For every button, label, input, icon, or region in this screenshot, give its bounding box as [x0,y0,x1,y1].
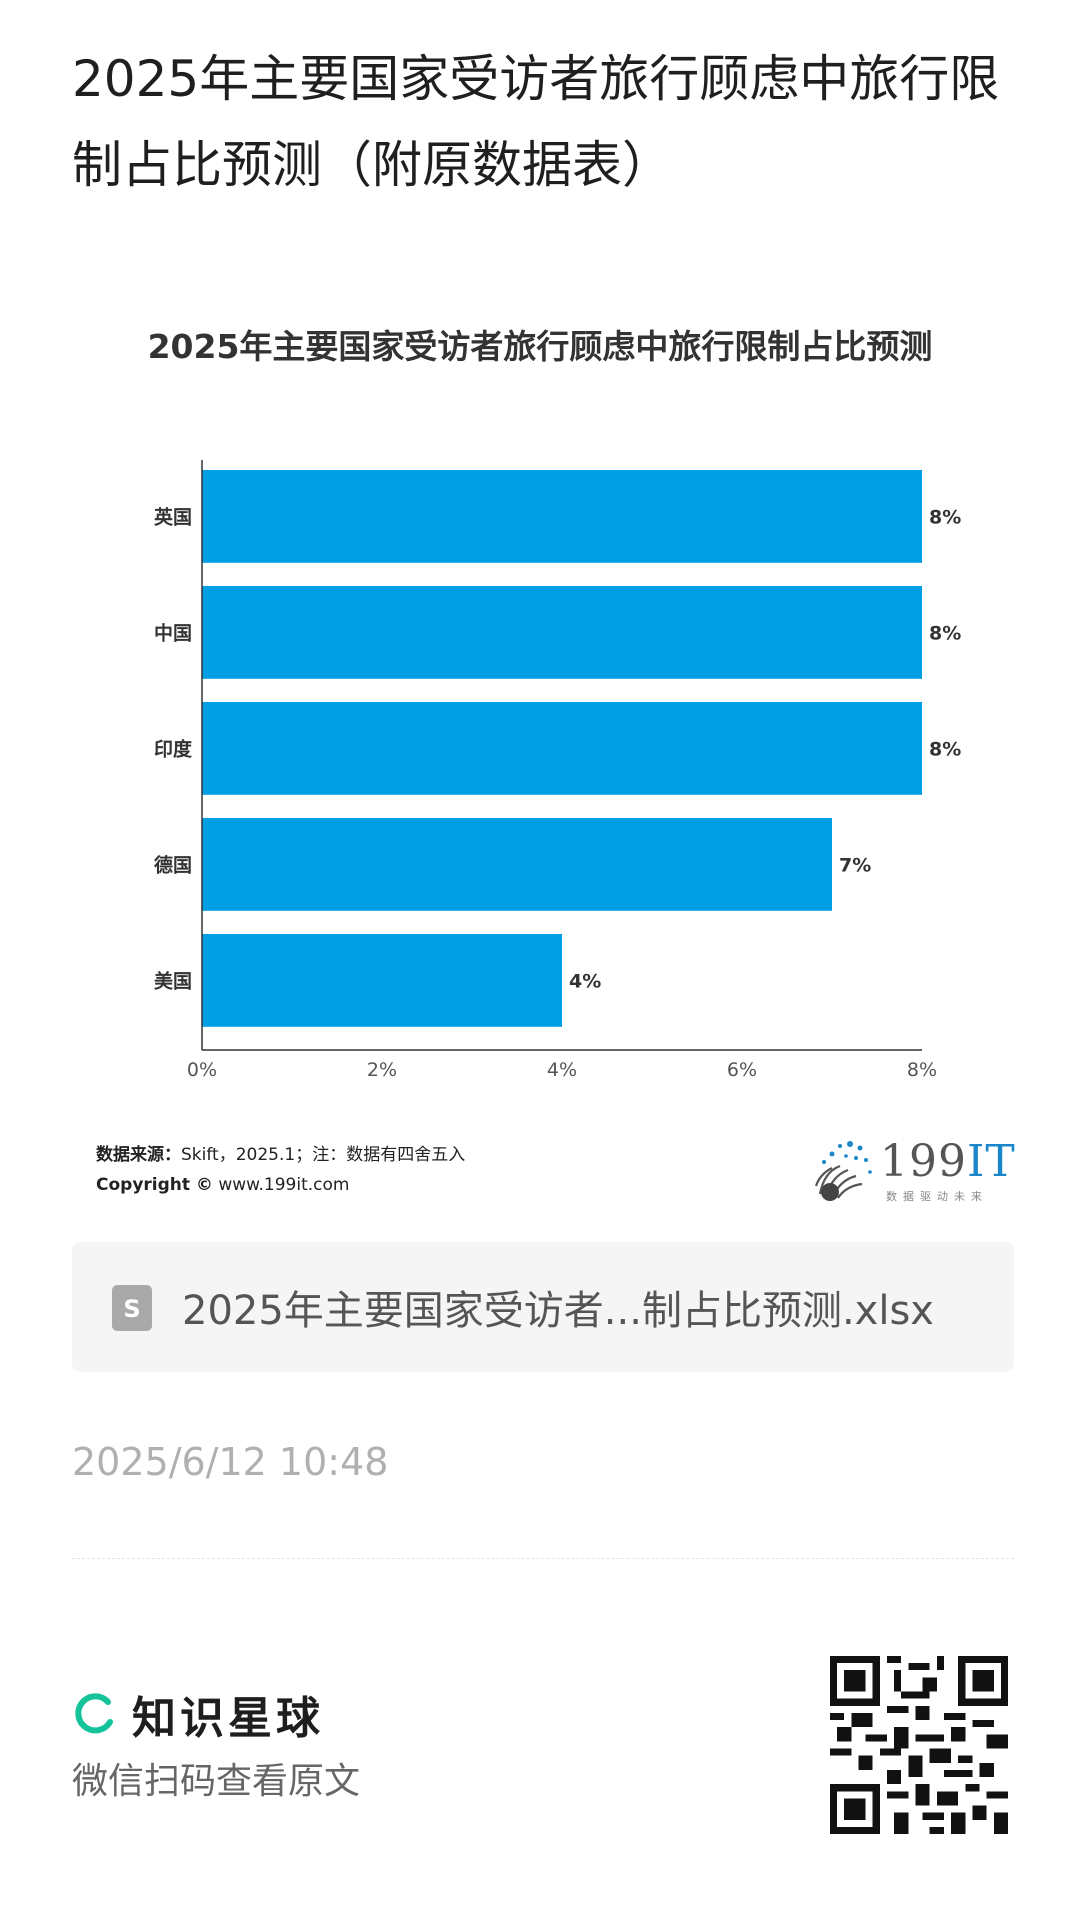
data-label: 4% [569,970,601,992]
category-label: 英国 [154,505,192,528]
spreadsheet-file-icon [112,1285,152,1331]
post-timestamp: 2025/6/12 10:48 [72,1440,389,1484]
category-label: 美国 [154,969,192,992]
divider [72,1558,1014,1559]
x-tick-label: 8% [907,1059,937,1081]
data-label: 7% [839,854,871,876]
bar-2 [202,586,922,679]
bar-3 [202,702,922,795]
bar-4 [202,818,832,911]
attachment-file-card[interactable]: 2025年主要国家受访者...制占比预测.xlsx [72,1242,1014,1372]
chart-card: 2025年主要国家受访者旅行顾虑中旅行限制占比预测 英国 8% 中国 8% 印度 8% 德国… [72,300,1015,1220]
199it-logo: 199IT 数据驱动未来 [810,1130,1015,1210]
copyright-label: Copyright © [96,1175,213,1195]
x-tick-label: 2% [367,1059,397,1081]
data-label: 8% [929,738,961,760]
file-name: 2025年主要国家受访者...制占比预测.xlsx [182,1288,934,1334]
category-label: 德国 [154,853,192,876]
source-label: 数据来源： [96,1145,181,1165]
x-tick-label: 4% [547,1059,577,1081]
scan-instruction: 微信扫码查看原文 [72,1761,361,1802]
copyright-url: www.199it.com [218,1175,350,1195]
logo-text: 199IT [880,1136,1016,1187]
page-title: 2025年主要国家受访者旅行顾虑中旅行限制占比预测（附原数据表） [72,50,1000,194]
bar-1 [202,470,922,563]
zsxq-logo-icon [75,1693,113,1734]
logo-dots-icon [814,1141,872,1201]
source-note: 数据来源：Skift，2025.1；注：数据有四舍五入 Copyright © … [96,1140,465,1200]
x-tick-label: 0% [187,1059,217,1081]
bar-chart: 英国 8% 中国 8% 印度 8% 德国 7% 美国 4% 0% 2% 4% 6% 8% [154,460,961,1081]
category-label: 中国 [154,621,192,644]
source-text: Skift，2025.1；注：数据有四舍五入 [181,1145,466,1165]
chart-title: 2025年主要国家受访者旅行顾虑中旅行限制占比预测 [147,327,933,366]
logo-tagline: 数据驱动未来 [886,1190,988,1203]
data-label: 8% [929,506,961,528]
x-tick-label: 6% [727,1059,757,1081]
data-label: 8% [929,622,961,644]
bar-5 [202,934,562,1027]
category-label: 印度 [154,737,193,760]
qr-code[interactable] [830,1656,1008,1834]
brand-name: 知识星球 [132,1693,324,1744]
